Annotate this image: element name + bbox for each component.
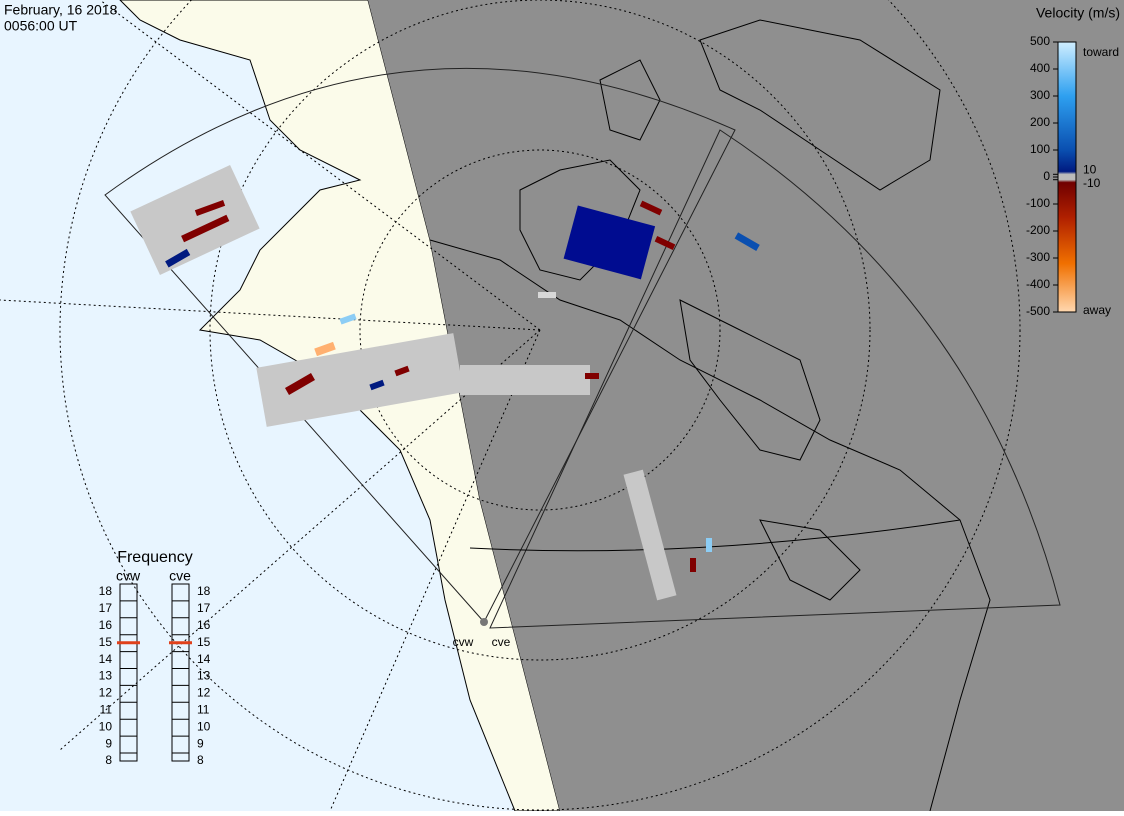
frequency-tick-label: 12: [197, 686, 211, 700]
radar-name: cve: [169, 568, 191, 584]
away-label: away: [1083, 303, 1111, 317]
land-daylit: [119, 0, 561, 812]
velocity-tick-label: -200: [1026, 223, 1050, 237]
velocity-tick-label: -500: [1026, 304, 1050, 318]
velocity-tick-label: 300: [1030, 88, 1050, 102]
grid-circles: [0, 0, 1021, 812]
frequency-tick-label: 14: [99, 652, 113, 666]
velocity-tick-label: -300: [1026, 250, 1050, 264]
toward-label: toward: [1083, 45, 1119, 59]
velocity-tick-label: 500: [1030, 34, 1050, 48]
frequency-tick-label: 11: [197, 702, 210, 716]
frequency-tick-label: 8: [105, 753, 112, 767]
frequency-tick-label: 16: [99, 618, 113, 632]
date: February, 16 2018: [4, 2, 118, 18]
velocity-tick-label: 100: [1030, 142, 1050, 156]
frequency-tick-label: 13: [197, 669, 211, 683]
radar-site: [480, 618, 488, 626]
frequency-tick-label: 10: [99, 719, 113, 733]
velocity-title: Velocity (m/s): [1036, 5, 1120, 21]
frequency-tick-label: 18: [99, 584, 113, 598]
radar-label: cve: [492, 635, 511, 649]
frequency-tick-label: 14: [197, 652, 211, 666]
frequency-tick-label: 15: [197, 635, 211, 649]
frequency-tick-label: 15: [99, 635, 113, 649]
frequency-tick-label: 17: [197, 601, 211, 615]
echoes: [130, 165, 760, 601]
velocity-tick-label: 200: [1030, 115, 1050, 129]
frequency-tick-label: 12: [99, 686, 113, 700]
velocity-tick-label: 10: [1083, 162, 1097, 176]
radar-name: cvw: [116, 568, 141, 584]
frequency-tick-label: 9: [105, 736, 112, 750]
frequency-tick-label: 13: [99, 669, 113, 683]
velocity-tick-label: 0: [1043, 169, 1050, 183]
velocity-colorbar: [1057, 41, 1077, 313]
frequency-tick-label: 18: [197, 584, 211, 598]
radar-label: cvw: [453, 635, 474, 649]
frequency-tick-label: 8: [197, 753, 204, 767]
frequency-tick-label: 10: [197, 719, 211, 733]
velocity-tick-label: -100: [1026, 196, 1050, 210]
velocity-tick-label: -10: [1083, 176, 1101, 190]
time: 0056:00 UT: [4, 18, 78, 34]
frequency-tick-label: 16: [197, 618, 211, 632]
frequency-tick-label: 17: [99, 601, 113, 615]
frequency-title: Frequency: [117, 549, 193, 566]
nightside: [368, 0, 1124, 811]
frequency-tick-label: 11: [100, 702, 113, 716]
velocity-tick-label: 400: [1030, 61, 1050, 75]
frequency-tick-label: 9: [197, 736, 204, 750]
velocity-tick-label: -400: [1026, 277, 1050, 291]
